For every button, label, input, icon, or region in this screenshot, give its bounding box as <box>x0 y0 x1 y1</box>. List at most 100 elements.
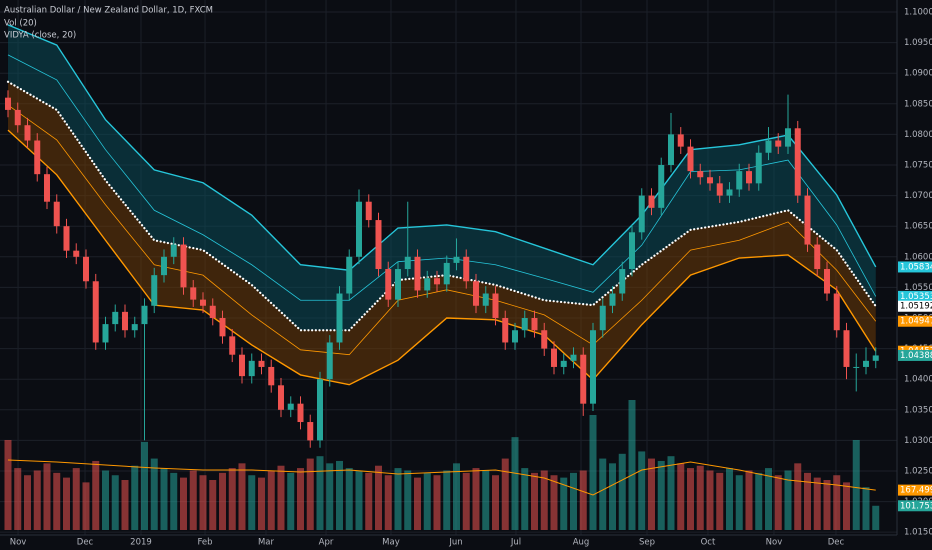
volume-bar <box>686 468 694 530</box>
candle-body <box>833 293 840 331</box>
candle-body <box>385 269 392 300</box>
candle-body <box>541 330 548 349</box>
y-tick-label: 1.09000 <box>904 69 932 79</box>
price-marker <box>898 484 932 496</box>
candle-body <box>73 250 80 257</box>
candle-body <box>814 244 821 270</box>
candle-body <box>394 269 401 300</box>
volume-bar <box>306 458 314 530</box>
volume-bar <box>862 487 870 530</box>
y-tick-label: 1.04000 <box>904 375 932 385</box>
volume-bar <box>267 470 275 530</box>
volume-bar <box>335 460 343 530</box>
candle-body <box>619 269 626 294</box>
volume-bar <box>170 472 178 530</box>
volume-bar <box>784 470 792 530</box>
volume-bar <box>599 458 607 530</box>
y-tick-label: 1.09500 <box>904 38 932 48</box>
volume-bar <box>667 456 675 530</box>
candle-body <box>570 354 577 361</box>
candle-body <box>316 379 323 441</box>
candle-body <box>463 256 470 282</box>
volume-bar <box>384 475 392 530</box>
y-tick-label: 1.01500 <box>904 528 932 538</box>
y-tick-label: 1.05500 <box>904 283 932 293</box>
candle-body <box>160 256 167 276</box>
candle-body <box>511 330 518 343</box>
y-tick-label: 1.08000 <box>904 130 932 140</box>
band-fills <box>7 24 876 385</box>
candle-body <box>697 171 704 178</box>
candle-body <box>443 262 450 285</box>
volume-bar <box>82 482 90 530</box>
candle-body <box>716 183 723 196</box>
candle-body <box>277 385 284 410</box>
price-marker <box>898 261 932 273</box>
volume-bar <box>569 472 577 530</box>
price-marker-label: 167.499K <box>900 486 932 496</box>
candle-body <box>82 256 89 282</box>
candle-body <box>258 360 265 367</box>
candle-body <box>550 348 557 367</box>
y-tick-label: 1.07000 <box>904 191 932 201</box>
candle-body <box>365 201 372 221</box>
volume-bar <box>423 472 431 530</box>
volume-bar <box>43 463 51 530</box>
candle-body <box>170 244 177 257</box>
volume-bar <box>209 480 217 530</box>
candle-body <box>482 293 489 306</box>
volume-bar <box>150 458 158 530</box>
x-tick-label: Aug <box>573 538 590 548</box>
candle-body <box>628 232 635 270</box>
volume-bar <box>745 470 753 530</box>
volume-bar <box>257 477 265 530</box>
volume-bar <box>394 468 402 530</box>
volume-bar <box>540 470 548 530</box>
y-tick-label: 1.06500 <box>904 222 932 232</box>
candle-body <box>560 360 567 367</box>
candle-body <box>433 278 440 285</box>
volume-bar <box>92 460 100 530</box>
indicator-label: Vol (20) <box>4 19 37 29</box>
y-tick-label: 1.06000 <box>904 252 932 262</box>
volume-bar <box>287 472 295 530</box>
candle-body <box>872 355 879 361</box>
volume-bar <box>179 477 187 530</box>
volume-bar <box>296 468 304 530</box>
volume-bar <box>23 475 31 530</box>
price-marker-label: 1.04388 <box>900 351 932 361</box>
price-marker-label: 101.753K <box>900 501 932 511</box>
candle-body <box>521 317 528 331</box>
candle-body <box>745 171 752 184</box>
volume-bar <box>677 463 685 530</box>
candle-body <box>726 189 733 196</box>
candle-body <box>102 324 109 343</box>
volume-ma-line <box>7 459 876 496</box>
price-marker <box>898 315 932 327</box>
candle-body <box>121 311 128 331</box>
price-marker-label: 1.05353 <box>900 292 932 302</box>
volume-bar <box>14 468 22 530</box>
candle-body <box>287 403 294 410</box>
y-tick-label: 1.08500 <box>904 99 932 109</box>
volume-bar <box>131 465 139 530</box>
candle-body <box>502 317 509 343</box>
price-marker <box>898 349 932 361</box>
volume-bar <box>238 463 246 530</box>
volume-bar <box>62 477 70 530</box>
candles <box>4 90 879 448</box>
candle-body <box>424 278 431 291</box>
band-fill <box>7 81 876 385</box>
volume-bar <box>443 470 451 530</box>
indicator-label: VIDYA (close, 20) <box>4 31 76 41</box>
volume-bar <box>872 505 880 530</box>
volume-bar <box>277 465 285 530</box>
candle-body <box>736 171 743 190</box>
candle-body <box>180 244 187 288</box>
volume-bar <box>521 468 529 530</box>
volume-bar <box>725 468 733 530</box>
volume-bar <box>482 470 490 530</box>
volume-bar <box>716 472 724 530</box>
candle-body <box>589 330 596 404</box>
price-marker-label: 1.05192 <box>900 302 932 312</box>
